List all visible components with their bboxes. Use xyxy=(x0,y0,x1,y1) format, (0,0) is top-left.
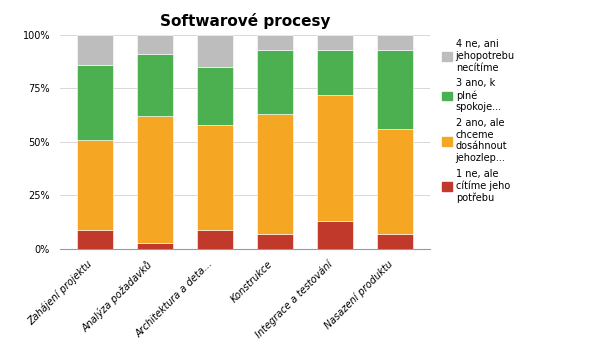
Bar xyxy=(257,35,293,49)
Bar xyxy=(377,49,413,129)
Bar xyxy=(317,221,353,249)
Bar xyxy=(377,234,413,249)
Bar xyxy=(257,114,293,234)
Bar xyxy=(317,49,353,95)
Bar xyxy=(377,129,413,234)
Bar xyxy=(76,140,113,230)
Title: Softwarové procesy: Softwarové procesy xyxy=(159,13,330,29)
Bar xyxy=(377,35,413,49)
Bar xyxy=(196,67,233,125)
Bar xyxy=(76,65,113,140)
Legend: 4 ne, ani
jehopotrebu
necítíme, 3 ano, k
plné
spokoje..., 2 ano, ale
chceme
dosá: 4 ne, ani jehopotrebu necítíme, 3 ano, k… xyxy=(442,39,515,203)
Bar xyxy=(137,35,173,54)
Bar xyxy=(257,234,293,249)
Bar xyxy=(196,35,233,67)
Bar xyxy=(76,230,113,249)
Bar xyxy=(317,95,353,221)
Bar xyxy=(317,35,353,49)
Bar xyxy=(196,230,233,249)
Bar xyxy=(76,35,113,65)
Bar xyxy=(137,54,173,116)
Bar xyxy=(196,125,233,230)
Bar xyxy=(137,116,173,243)
Bar xyxy=(137,243,173,249)
Bar xyxy=(257,49,293,114)
